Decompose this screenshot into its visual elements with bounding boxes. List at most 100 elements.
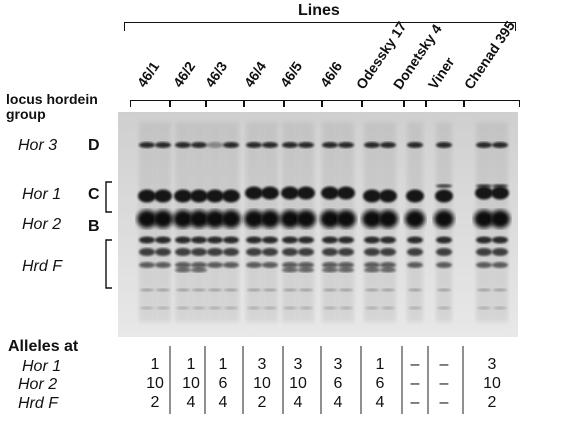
gel-band <box>139 236 155 244</box>
allele-value: 10 <box>289 375 307 392</box>
gel-band <box>247 288 261 292</box>
allele-value: 1 <box>218 356 228 373</box>
gel-band <box>299 306 313 310</box>
gel-band <box>155 248 171 256</box>
gel-band <box>156 306 170 310</box>
allele-value: 4 <box>333 394 343 411</box>
gel-band <box>281 186 299 200</box>
gel-band <box>138 189 156 203</box>
gel-band <box>189 210 209 228</box>
gel-band <box>206 189 224 203</box>
allele-value: 2 <box>150 394 160 411</box>
gel-band <box>299 288 313 292</box>
gel-band <box>137 210 157 228</box>
gel-band <box>246 142 262 148</box>
gel-band <box>338 236 354 244</box>
allele-value: 4 <box>293 394 303 411</box>
gel-band <box>139 262 155 268</box>
gel-band <box>140 306 154 310</box>
gel-band <box>223 142 239 148</box>
gel-band <box>246 248 262 256</box>
gel-band <box>246 262 262 268</box>
gel-band <box>337 186 355 200</box>
gel-band <box>322 236 338 244</box>
lane-label: 46/5 <box>276 58 306 90</box>
gel-band <box>191 236 207 244</box>
gel-band <box>362 210 382 228</box>
gel-band <box>407 262 423 268</box>
allele-value: 3 <box>293 356 303 373</box>
gel-band <box>282 267 298 273</box>
gel-band <box>405 210 425 228</box>
gel-band <box>492 184 508 188</box>
gel-band <box>436 184 452 188</box>
gel-electrophoresis-image <box>118 112 518 337</box>
group-label-c: C <box>88 186 100 203</box>
gel-band <box>493 288 507 292</box>
gel-band <box>262 248 278 256</box>
gel-band <box>476 184 492 188</box>
lane-label: 46/2 <box>169 58 199 90</box>
gel-band <box>492 142 508 148</box>
gel-band <box>477 306 491 310</box>
gel-band <box>262 142 278 148</box>
gel-band <box>338 267 354 273</box>
gel-band <box>477 288 491 292</box>
gel-band <box>155 236 171 244</box>
allele-value: 10 <box>182 375 200 392</box>
gel-band <box>338 248 354 256</box>
gel-band <box>492 236 508 244</box>
gel-band <box>207 248 223 256</box>
gel-band <box>247 306 261 310</box>
gel-band <box>263 306 277 310</box>
gel-band <box>407 248 423 256</box>
gel-band <box>205 210 225 228</box>
gel-band <box>322 142 338 148</box>
gel-band <box>153 210 173 228</box>
gel-band <box>282 248 298 256</box>
gel-band <box>380 142 396 148</box>
gel-band <box>436 248 452 256</box>
allele-value: 10 <box>146 375 164 392</box>
gel-band <box>379 189 397 203</box>
gel-band <box>191 248 207 256</box>
gel-band <box>156 288 170 292</box>
gel-band <box>175 262 191 268</box>
allele-value: 10 <box>253 375 271 392</box>
gel-band <box>380 267 396 273</box>
gel-band <box>364 267 380 273</box>
gel-band <box>475 186 493 200</box>
gel-band <box>336 210 356 228</box>
gel-band <box>192 288 206 292</box>
gel-band <box>207 236 223 244</box>
gel-band <box>298 142 314 148</box>
locus-label-hor1: Hor 1 <box>22 186 62 203</box>
gel-band <box>474 210 494 228</box>
lane-bracket <box>170 100 206 107</box>
lane-label: 46/1 <box>133 58 163 90</box>
gel-band <box>476 142 492 148</box>
gel-band <box>282 142 298 148</box>
gel-band <box>282 262 298 268</box>
locus-group-label-line1: locus hordein <box>6 91 98 107</box>
allele-value: 4 <box>218 394 228 411</box>
lane-label: 46/4 <box>240 58 270 90</box>
gel-band <box>364 236 380 244</box>
gel-band <box>190 189 208 203</box>
lane-bracket <box>206 100 244 107</box>
gel-band <box>175 248 191 256</box>
lane-label: 46/3 <box>201 58 231 90</box>
gel-band <box>298 248 314 256</box>
gel-band <box>261 186 279 200</box>
allele-separators <box>169 346 464 414</box>
locus-group-label-line2: group <box>6 106 46 122</box>
gel-band <box>476 248 492 256</box>
group-label-b: B <box>88 218 100 235</box>
gel-band <box>155 262 171 268</box>
gel-band <box>154 189 172 203</box>
gel-band <box>191 267 207 273</box>
gel-band <box>476 236 492 244</box>
gel-band <box>364 262 380 268</box>
allele-value: – <box>439 394 449 411</box>
lines-title: Lines <box>298 2 340 19</box>
